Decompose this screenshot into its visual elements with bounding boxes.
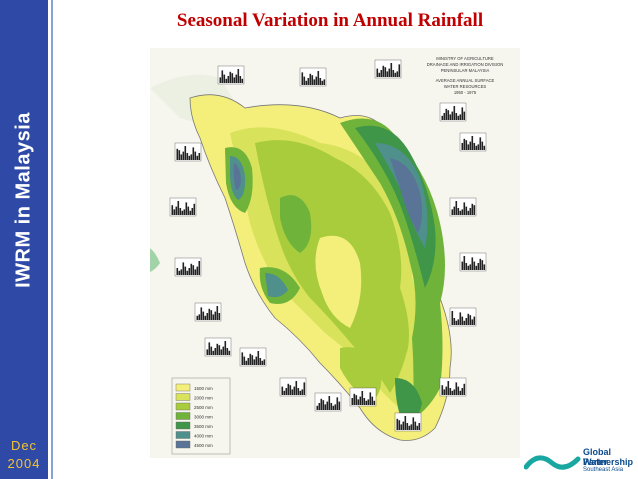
legend-label: 2000 mm bbox=[194, 396, 213, 401]
wave-icon bbox=[524, 455, 581, 470]
station-histogram bbox=[449, 197, 477, 217]
station-histogram bbox=[374, 59, 402, 79]
logo-line2: Partnership bbox=[583, 457, 634, 467]
legend-label: 3500 mm bbox=[194, 424, 213, 429]
legend-label: 4000 mm bbox=[194, 434, 213, 439]
station-histogram bbox=[439, 377, 467, 397]
map-header-line: 1950 - 1975 bbox=[454, 90, 477, 95]
station-histogram bbox=[204, 337, 232, 357]
station-histogram bbox=[459, 132, 487, 152]
map-header-line: PENINSULAR MALAYSIA bbox=[441, 68, 490, 73]
map-legend: 1500 mm 2000 mm 2500 mm 3000 mm 3500 mm 4000 … bbox=[171, 377, 231, 455]
legend-label: 2500 mm bbox=[194, 405, 213, 410]
legend-label: 3000 mm bbox=[194, 415, 213, 420]
map-header-line: WATER RESOURCES bbox=[444, 84, 487, 89]
slide-title: Seasonal Variation in Annual Rainfall bbox=[176, 10, 484, 31]
legend-label: 1500 mm bbox=[194, 386, 213, 391]
station-histogram bbox=[394, 412, 422, 432]
legend-swatch bbox=[175, 412, 191, 420]
date-year: 2004 bbox=[7, 456, 41, 471]
map-header: MINISTRY OF AGRICULTURE DRAINAGE AND IRR… bbox=[427, 56, 503, 95]
map-header-line: DRAINAGE AND IRRIGATION DIVISION bbox=[427, 62, 503, 67]
station-histogram bbox=[314, 392, 342, 412]
sidebar-title: IWRM in Malaysia bbox=[12, 112, 35, 288]
station-histogram bbox=[239, 347, 267, 367]
station-histogram bbox=[349, 387, 377, 407]
station-histogram bbox=[194, 302, 222, 322]
station-histogram bbox=[174, 257, 202, 277]
legend-swatch bbox=[175, 383, 191, 392]
sidebar-band bbox=[0, 0, 48, 479]
legend-swatch bbox=[175, 431, 191, 439]
sidebar-divider bbox=[48, 0, 51, 479]
station-histograms bbox=[169, 59, 487, 432]
station-histogram bbox=[217, 65, 245, 85]
legend-swatch bbox=[175, 440, 191, 449]
station-histogram bbox=[449, 307, 477, 327]
rainfall-map-image: 1500 mm 2000 mm 2500 mm 3000 mm 3500 mm 4000 … bbox=[150, 48, 520, 458]
station-histogram bbox=[299, 67, 327, 87]
station-histogram bbox=[279, 377, 307, 397]
logo-line3: Southeast Asia bbox=[583, 467, 624, 473]
station-histogram bbox=[459, 252, 487, 272]
legend-swatch bbox=[175, 421, 191, 430]
logo-line1: Global Water bbox=[583, 447, 612, 467]
rainfall-map: 1500 mm 2000 mm 2500 mm 3000 mm 3500 mm 4000 … bbox=[150, 48, 520, 458]
station-histogram bbox=[169, 197, 197, 217]
legend-swatch bbox=[175, 393, 191, 401]
gwp-logo bbox=[524, 455, 581, 470]
station-histogram bbox=[439, 102, 467, 122]
legend-swatch bbox=[175, 402, 191, 411]
station-histogram bbox=[174, 142, 202, 162]
legend-label: 4500 mm bbox=[194, 443, 213, 448]
sidebar-divider-shadow bbox=[51, 0, 53, 479]
map-header-line: AVERAGE ANNUAL SURFACE bbox=[436, 78, 495, 83]
date-month: Dec bbox=[10, 438, 38, 453]
map-header-line: MINISTRY OF AGRICULTURE bbox=[436, 56, 494, 61]
